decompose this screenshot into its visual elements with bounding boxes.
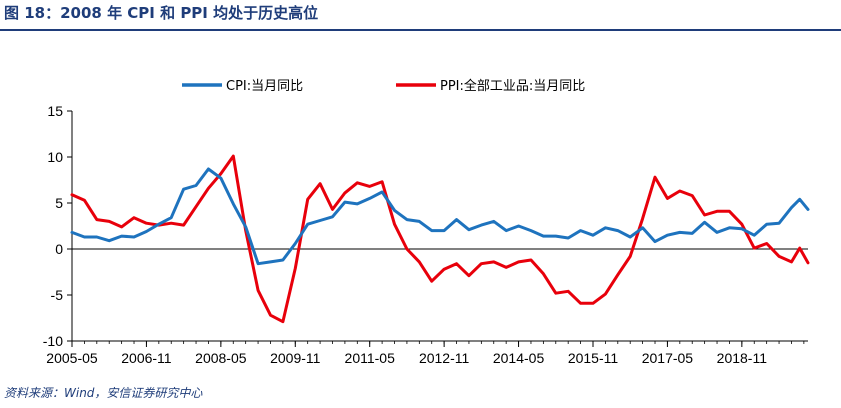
series-ppi-line (70, 154, 810, 324)
title-rule (0, 29, 841, 31)
x-tick-label: 2017-05 (642, 350, 694, 366)
y-tick-label: 10 (47, 149, 63, 165)
legend: CPI:当月同比 PPI:全部工业品:当月同比 (182, 78, 585, 94)
x-tick-label: 2014-05 (493, 350, 545, 366)
x-tick-label: 2005-05 (46, 350, 98, 366)
legend-label-cpi: CPI:当月同比 (226, 79, 303, 94)
x-tick-label: 2009-11 (270, 350, 321, 366)
y-tick-label: -10 (43, 333, 63, 349)
x-tick-label: 2018-11 (717, 350, 768, 366)
source-note: 资料来源：Wind，安信证券研究中心 (4, 386, 203, 400)
series-cpi-line (70, 167, 810, 266)
y-tick-label: -5 (51, 287, 64, 303)
x-axis: 2005-05 2006-11 2008-05 2009-11 2011-05 2012-… (46, 248, 808, 366)
x-tick-label: 2015-11 (568, 350, 619, 366)
legend-label-ppi: PPI:全部工业品:当月同比 (440, 78, 585, 94)
x-tick-label: 2011-05 (345, 350, 396, 366)
y-tick-label: 0 (55, 241, 63, 257)
figure-title: 图 18：2008 年 CPI 和 PPI 均处于历史高位 (4, 4, 319, 22)
y-tick-label: 15 (47, 103, 63, 119)
series-group (70, 154, 810, 324)
x-tick-label: 2006-11 (121, 350, 172, 366)
y-tick-label: 5 (55, 195, 63, 211)
y-axis: 15 10 5 0 -5 -10 (43, 103, 73, 349)
x-tick-label: 2012-11 (419, 350, 470, 366)
x-tick-label: 2008-05 (195, 350, 247, 366)
